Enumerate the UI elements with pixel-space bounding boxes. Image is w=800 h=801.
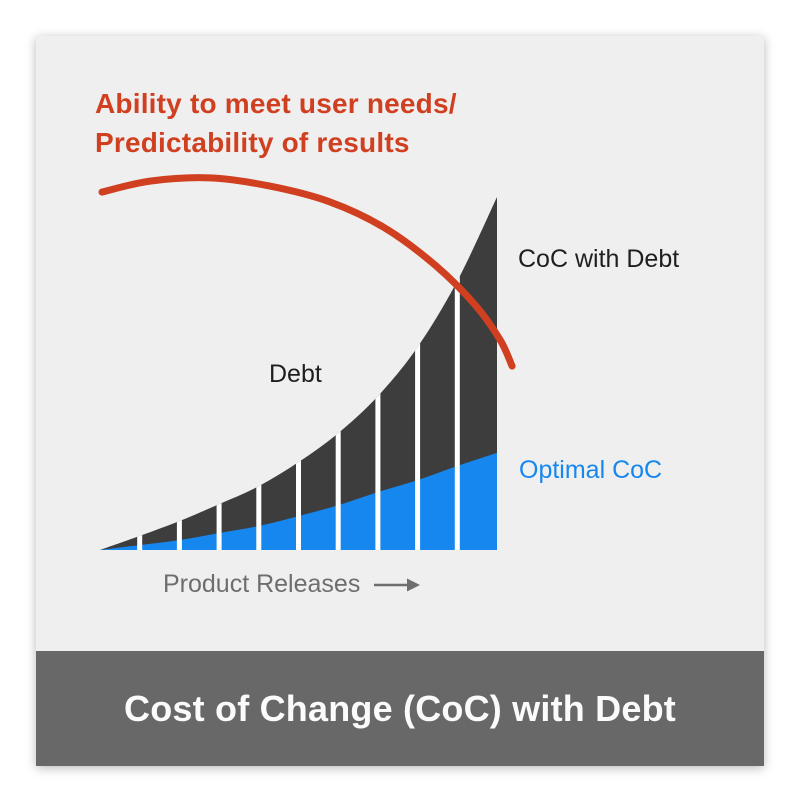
annotation-title-line1: Ability to meet user needs/ (95, 88, 457, 119)
x-axis-label-group: Product Releases (163, 570, 421, 599)
label-debt: Debt (269, 360, 322, 388)
footer-title: Cost of Change (CoC) with Debt (124, 687, 676, 729)
label-coc-with-debt: CoC with Debt (518, 245, 680, 273)
footer-bar: Cost of Change (CoC) with Debt (36, 651, 764, 766)
coc-area-chart (98, 174, 516, 550)
annotation-title-line2: Predictability of results (95, 127, 410, 158)
x-axis-label: Product Releases (163, 570, 361, 598)
right-arrow-icon (374, 578, 421, 591)
annotation-title: Ability to meet user needs/ Predictabili… (95, 84, 457, 162)
label-optimal-coc: Optimal CoC (519, 456, 663, 484)
